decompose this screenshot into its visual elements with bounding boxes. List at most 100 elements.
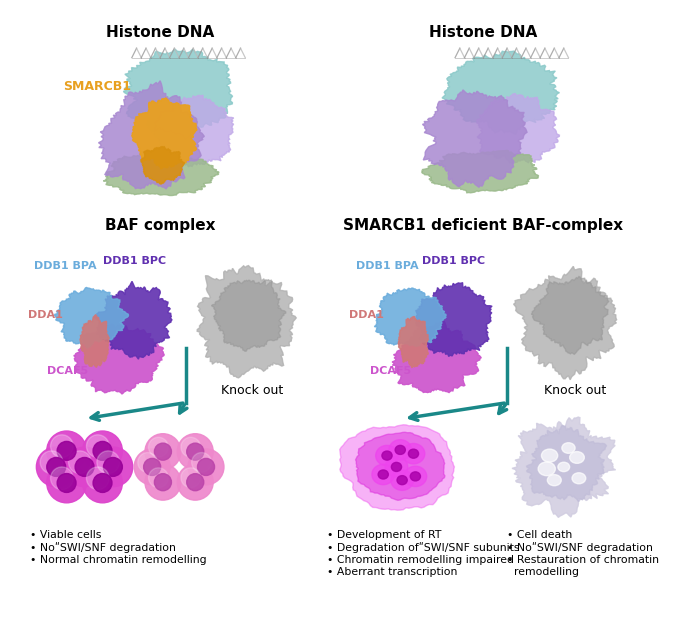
Polygon shape (532, 276, 609, 355)
Ellipse shape (138, 453, 158, 473)
Polygon shape (123, 49, 233, 140)
Ellipse shape (154, 474, 171, 491)
Ellipse shape (391, 463, 401, 471)
Ellipse shape (570, 451, 584, 463)
Ellipse shape (149, 437, 169, 457)
Text: DCAF5: DCAF5 (47, 366, 88, 376)
Text: Knock out: Knock out (544, 384, 606, 397)
Ellipse shape (538, 462, 556, 476)
Text: DCAF5: DCAF5 (370, 366, 412, 376)
Ellipse shape (197, 458, 214, 476)
Ellipse shape (47, 463, 86, 503)
Ellipse shape (547, 474, 561, 486)
Text: • Aberrant transcription: • Aberrant transcription (327, 567, 458, 577)
Text: Knock out: Knock out (221, 384, 283, 397)
Text: SMARCB1: SMARCB1 (63, 79, 131, 93)
Text: DDB1 BPC: DDB1 BPC (103, 256, 166, 266)
Ellipse shape (145, 465, 181, 500)
Polygon shape (153, 95, 234, 167)
Ellipse shape (562, 443, 575, 453)
Polygon shape (94, 281, 172, 359)
Ellipse shape (402, 443, 425, 464)
Ellipse shape (154, 443, 171, 460)
Polygon shape (340, 425, 454, 510)
Text: • Cell death: • Cell death (507, 530, 572, 540)
Ellipse shape (397, 476, 408, 485)
Ellipse shape (382, 451, 392, 460)
Ellipse shape (192, 453, 212, 473)
Text: remodelling: remodelling (507, 567, 579, 577)
Ellipse shape (404, 466, 427, 487)
Ellipse shape (187, 443, 203, 460)
Ellipse shape (145, 433, 181, 469)
Ellipse shape (47, 431, 86, 471)
Ellipse shape (410, 472, 421, 481)
Ellipse shape (144, 458, 161, 476)
Polygon shape (374, 288, 446, 346)
Ellipse shape (558, 462, 570, 471)
Polygon shape (141, 147, 184, 184)
Ellipse shape (51, 435, 73, 458)
Ellipse shape (408, 449, 419, 458)
Ellipse shape (385, 456, 408, 477)
Ellipse shape (188, 449, 224, 485)
Ellipse shape (177, 465, 213, 500)
Polygon shape (392, 321, 482, 392)
Ellipse shape (177, 433, 213, 469)
Text: SMARCB1 deficient BAF-complex: SMARCB1 deficient BAF-complex (343, 219, 623, 233)
Ellipse shape (103, 458, 123, 476)
Text: • Development of RT: • Development of RT (327, 530, 442, 540)
Ellipse shape (181, 468, 201, 487)
Text: DDB1 BPC: DDB1 BPC (422, 256, 485, 266)
Ellipse shape (378, 470, 388, 479)
Text: DDA1: DDA1 (349, 310, 384, 320)
Ellipse shape (93, 447, 133, 487)
Ellipse shape (51, 467, 73, 489)
Text: • Chromatin remodelling impaired: • Chromatin remodelling impaired (327, 555, 514, 565)
Text: • Restauration of chromatin: • Restauration of chromatin (507, 555, 659, 565)
Text: DDB1 BPA: DDB1 BPA (34, 261, 97, 271)
Ellipse shape (572, 473, 586, 484)
Polygon shape (398, 316, 428, 368)
Polygon shape (55, 288, 129, 348)
Ellipse shape (395, 445, 406, 455)
Ellipse shape (187, 474, 203, 491)
Ellipse shape (93, 442, 112, 460)
Ellipse shape (134, 449, 170, 485)
Ellipse shape (97, 451, 120, 474)
Ellipse shape (75, 458, 94, 476)
Ellipse shape (47, 458, 66, 476)
Ellipse shape (541, 449, 558, 462)
Text: Histone DNA: Histone DNA (106, 25, 214, 40)
Ellipse shape (86, 467, 109, 489)
Ellipse shape (93, 474, 112, 492)
Ellipse shape (64, 447, 104, 487)
Text: • Normal chromatin remodelling: • Normal chromatin remodelling (29, 555, 206, 565)
Ellipse shape (36, 447, 76, 487)
Text: Histone DNA: Histone DNA (429, 25, 538, 40)
Ellipse shape (389, 440, 412, 460)
Ellipse shape (83, 463, 123, 503)
Polygon shape (512, 417, 616, 517)
Polygon shape (80, 315, 109, 368)
Ellipse shape (40, 451, 63, 474)
Ellipse shape (68, 451, 91, 474)
Polygon shape (477, 94, 560, 163)
Ellipse shape (57, 442, 76, 460)
Text: DDB1 BPA: DDB1 BPA (356, 261, 419, 271)
Ellipse shape (391, 470, 414, 491)
Ellipse shape (375, 445, 399, 466)
Polygon shape (356, 432, 445, 501)
Polygon shape (422, 150, 538, 193)
Text: • Viable cells: • Viable cells (29, 530, 101, 540)
Ellipse shape (86, 435, 109, 458)
Ellipse shape (181, 437, 201, 457)
Text: • NoʺSWI/SNF degradation: • NoʺSWI/SNF degradation (507, 543, 653, 553)
Polygon shape (212, 280, 286, 351)
Polygon shape (416, 283, 492, 356)
Text: DDA1: DDA1 (28, 310, 63, 320)
Polygon shape (526, 425, 606, 502)
Ellipse shape (57, 474, 76, 492)
Polygon shape (442, 51, 560, 134)
Ellipse shape (149, 468, 169, 487)
